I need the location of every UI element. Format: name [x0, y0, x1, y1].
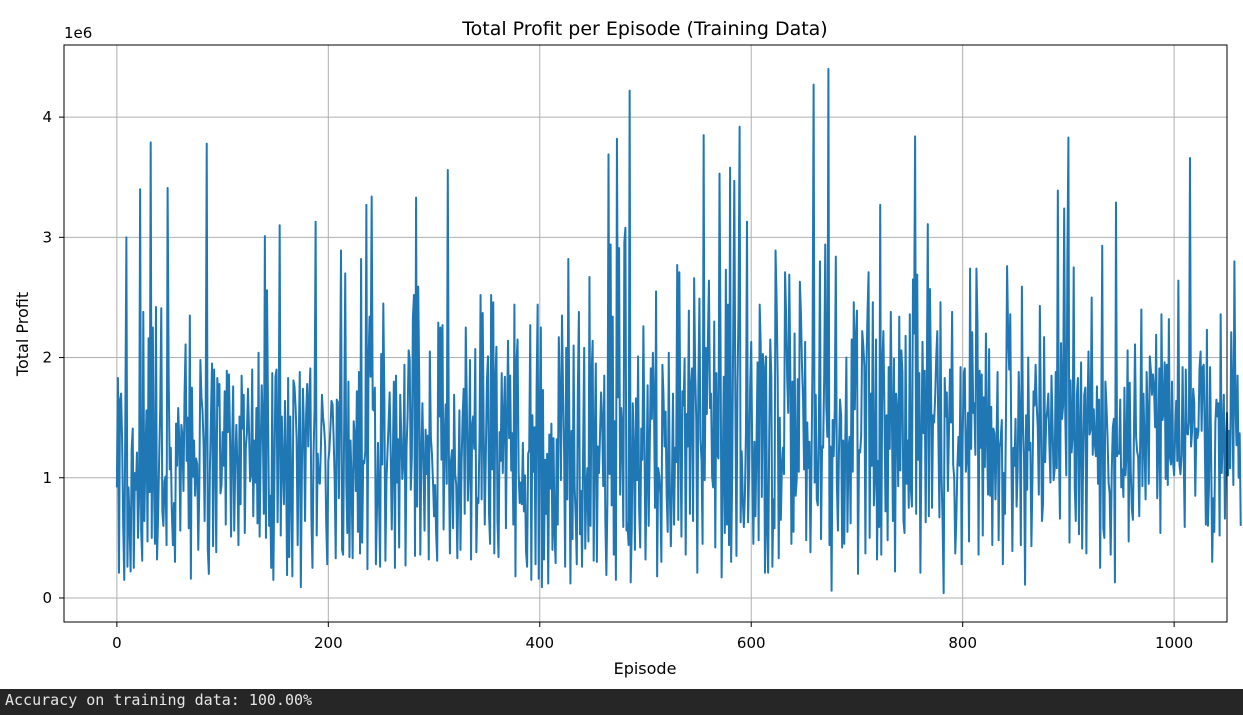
- console-output-text: Accuracy on training data: 100.00%: [5, 691, 313, 709]
- series-layer: [115, 68, 1242, 595]
- y-tick-label: 0: [42, 589, 52, 607]
- y-tick-label: 4: [42, 108, 52, 126]
- series-line-total-profit: [115, 68, 1242, 595]
- y-tick-label: 1: [42, 469, 52, 487]
- x-axis-ticks: 0 200 400 600 800 1000: [112, 622, 1193, 652]
- x-tick-label: 0: [112, 634, 122, 652]
- x-tick-label: 200: [314, 634, 343, 652]
- console-output: Accuracy on training data: 100.00%: [0, 689, 1243, 715]
- y-tick-label: 3: [42, 228, 52, 246]
- x-tick-label: 400: [525, 634, 554, 652]
- chart-svg: 0 200 400 600 800 1000 0 1 2 3 4 Total Profit per…: [13, 18, 1242, 678]
- x-tick-label: 800: [948, 634, 977, 652]
- y-axis-offset-label: 1e6: [64, 24, 92, 42]
- y-axis-ticks: 0 1 2 3 4: [42, 108, 64, 607]
- x-tick-label: 1000: [1155, 634, 1193, 652]
- y-tick-label: 2: [42, 349, 52, 367]
- chart-title: Total Profit per Episode (Training Data): [461, 18, 827, 40]
- x-tick-label: 600: [737, 634, 766, 652]
- chart-figure: 0 200 400 600 800 1000 0 1 2 3 4 Total Profit per…: [0, 0, 1243, 689]
- x-axis-label: Episode: [614, 659, 677, 678]
- y-axis-label: Total Profit: [13, 292, 32, 377]
- plot-frame: [63, 44, 1228, 623]
